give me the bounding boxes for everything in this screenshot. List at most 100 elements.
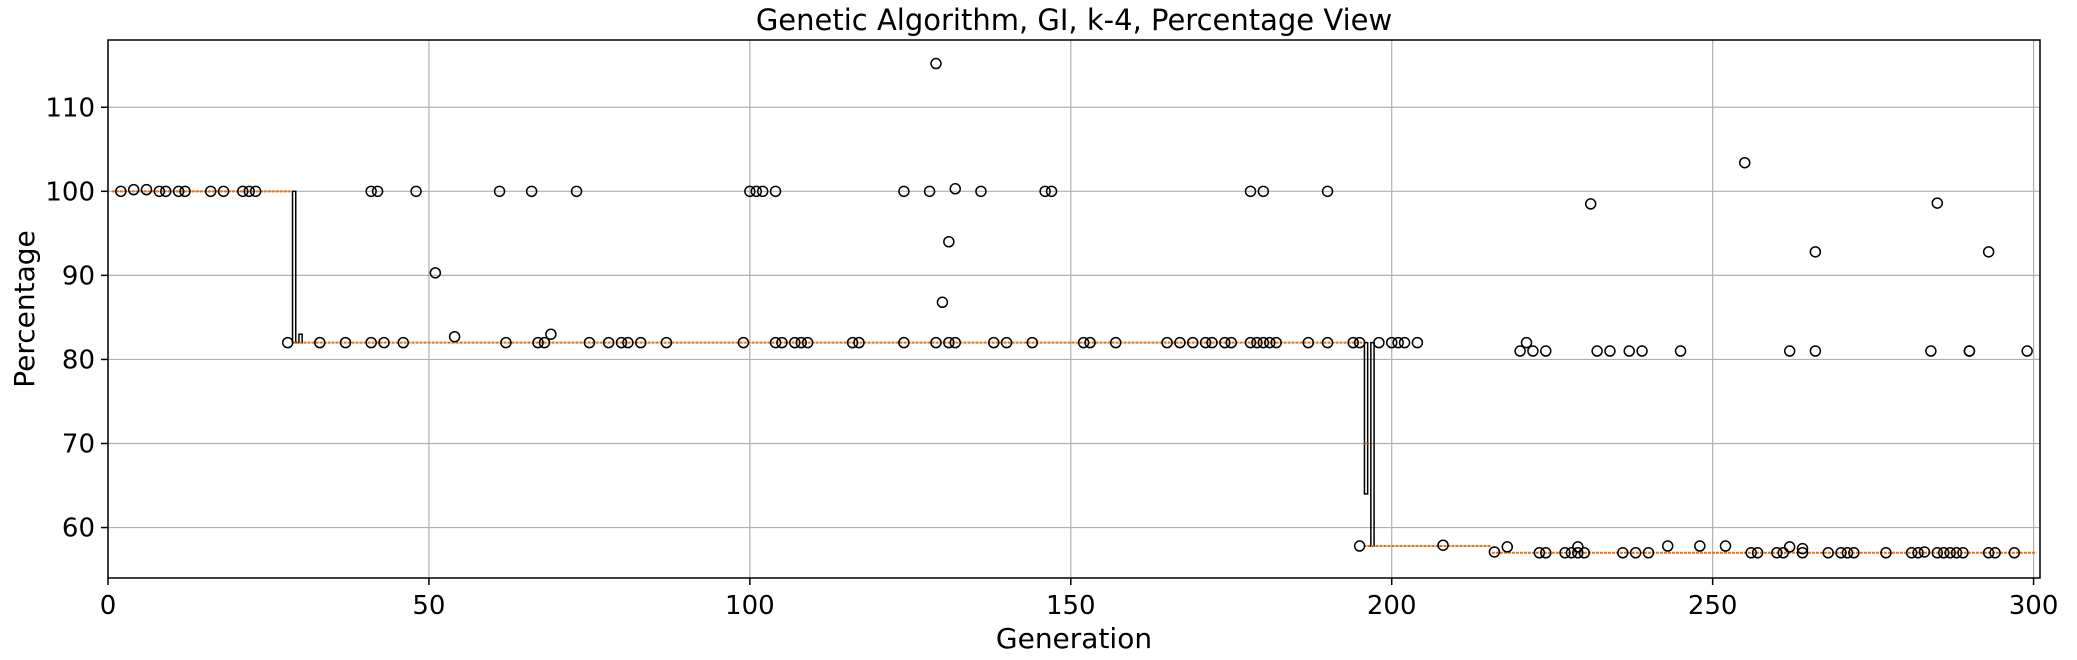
outlier-point [1604,345,1616,357]
outlier-point [1264,336,1276,349]
outlier-point [1321,185,1334,198]
outlier-point [1578,547,1591,559]
outlier-point [1251,336,1263,349]
y-tick-label: 80 [62,345,95,375]
outlier-point [115,185,127,198]
x-tick-label: 150 [1046,591,1096,621]
outlier-point [429,267,442,279]
x-tick-label: 250 [1688,591,1738,621]
outlier-point [1989,547,2001,559]
outlier-point [930,57,942,70]
outlier-point [936,296,949,309]
outlier-point [1219,336,1231,349]
outlier-point [1783,345,1796,357]
outlier-point [1880,547,1892,559]
outlier-point [1777,547,1790,559]
outlier-point [1822,547,1834,559]
outlier-point [737,336,750,349]
outlier-point [943,336,955,349]
outlier-point [756,185,769,198]
outlier-point [339,336,352,349]
outlier-point [1559,547,1571,559]
outlier-point [1937,547,1950,559]
outlier-point [1912,547,1924,559]
outlier-point [1244,336,1257,349]
outlier-point [500,336,512,349]
x-axis-title: Generation [996,622,1152,655]
y-tick-label: 100 [45,177,95,207]
outlier-point [160,185,172,198]
outlier-point [1161,336,1173,349]
plot-frame [107,39,2041,579]
outlier-point [789,336,801,349]
outlier-point [750,185,763,198]
y-tick-label: 110 [45,93,95,123]
outlier-point [988,336,1000,349]
outlier-point [1848,547,1860,559]
outlier-point [1982,246,1995,258]
outlier-point [1925,345,1937,357]
outlier-point [1039,185,1051,198]
outlier-point [923,185,936,198]
outlier-point [1584,198,1597,210]
outlier-point [1199,336,1212,349]
outlier-point [1084,336,1096,349]
outlier-point [1963,345,1976,357]
outlier-point [1617,547,1629,559]
y-axis-title: Percentage [8,230,41,388]
box [1363,341,1369,495]
outlier-point [602,336,615,349]
outlier-point [1745,547,1757,559]
outlier-point [410,185,422,198]
outlier-point [943,236,955,248]
outlier-point [1270,336,1282,349]
outlier-point [1796,547,1809,559]
outlier-point [448,330,461,343]
outlier-point [1077,336,1090,349]
outlier-point [217,185,230,198]
outlier-point [1931,547,1944,559]
outlier-point [1321,336,1334,349]
outlier-point [949,183,962,195]
x-tick-label: 300 [2009,591,2059,621]
outlier-point [249,185,262,198]
outlier-point [898,336,910,349]
outlier-point [140,183,153,196]
x-tick-label: 0 [100,591,117,621]
outlier-point [1674,345,1687,357]
outlier-point [1809,345,1822,357]
outlier-point [1000,336,1013,349]
outlier-point [1796,542,1809,555]
outlier-point [397,336,410,349]
outlier-point [1540,547,1552,559]
outlier-point [1514,345,1526,357]
outlier-point [1565,547,1578,559]
outlier-point [1353,336,1366,349]
outlier-point [1957,547,1969,559]
outlier-point [615,336,628,349]
outlier-point [583,336,596,349]
outlier-point [127,183,140,196]
outlier-point [622,336,634,349]
box [1370,341,1375,547]
outlier-point [1520,336,1533,349]
outlier-point [570,185,583,198]
outlier-point [744,185,756,198]
outlier-point [1642,547,1655,559]
outlier-point [1501,541,1514,553]
outlier-point [1225,336,1238,349]
outlier-point [769,336,782,349]
outlier-point [1841,547,1854,559]
outlier-point [975,185,987,198]
outlier-point [1437,539,1449,551]
outlier-point [1950,547,1963,559]
outlier-point [1694,540,1706,552]
outlier-point [660,336,673,349]
x-tick-label: 50 [412,591,445,621]
outlier-point [930,336,942,349]
outlier-point [2008,547,2021,559]
outlier-point [1944,547,1956,559]
outlier-point [2021,345,2033,357]
outlier-point [1572,547,1584,559]
outlier-point [365,185,377,198]
